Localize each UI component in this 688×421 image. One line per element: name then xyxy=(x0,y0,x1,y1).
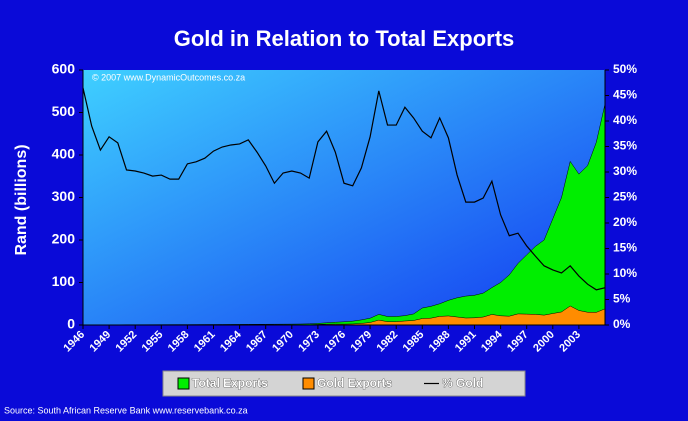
y-tick-label: 100 xyxy=(52,273,76,289)
y-tick-label: 400 xyxy=(52,146,76,162)
y2-tick-label: 15% xyxy=(613,241,637,255)
y2-tick-label: 10% xyxy=(613,266,637,280)
legend-label: Gold Exports xyxy=(317,376,393,390)
y2-tick-label: 40% xyxy=(613,113,637,127)
legend xyxy=(162,370,526,397)
y2-tick-label: 20% xyxy=(613,215,637,229)
chart-title: Gold in Relation to Total Exports xyxy=(174,26,515,51)
legend-swatch xyxy=(177,377,190,390)
y2-tick-label: 5% xyxy=(613,292,631,306)
y2-tick-label: 25% xyxy=(613,190,637,204)
legend-swatch xyxy=(302,377,315,390)
y-tick-label: 500 xyxy=(52,103,76,119)
y2-tick-label: 50% xyxy=(613,62,637,76)
y-tick-label: 200 xyxy=(52,231,76,247)
legend-label: Total Exports xyxy=(192,376,268,390)
legend-label: % Gold xyxy=(442,376,483,390)
y2-tick-label: 30% xyxy=(613,164,637,178)
y2-tick-label: 0% xyxy=(613,317,631,331)
y-tick-label: 600 xyxy=(52,61,76,77)
y-axis-label: Rand (billions) xyxy=(13,144,30,255)
line xyxy=(82,87,606,291)
y2-tick-label: 45% xyxy=(613,88,637,102)
y2-tick-label: 35% xyxy=(613,139,637,153)
y-tick-label: 0 xyxy=(67,316,75,332)
annotation: © 2007 www.DynamicOutcomes.co.za xyxy=(92,72,245,82)
source: Source: South African Reserve Bank www.r… xyxy=(4,405,248,415)
y-tick-label: 300 xyxy=(52,188,76,204)
